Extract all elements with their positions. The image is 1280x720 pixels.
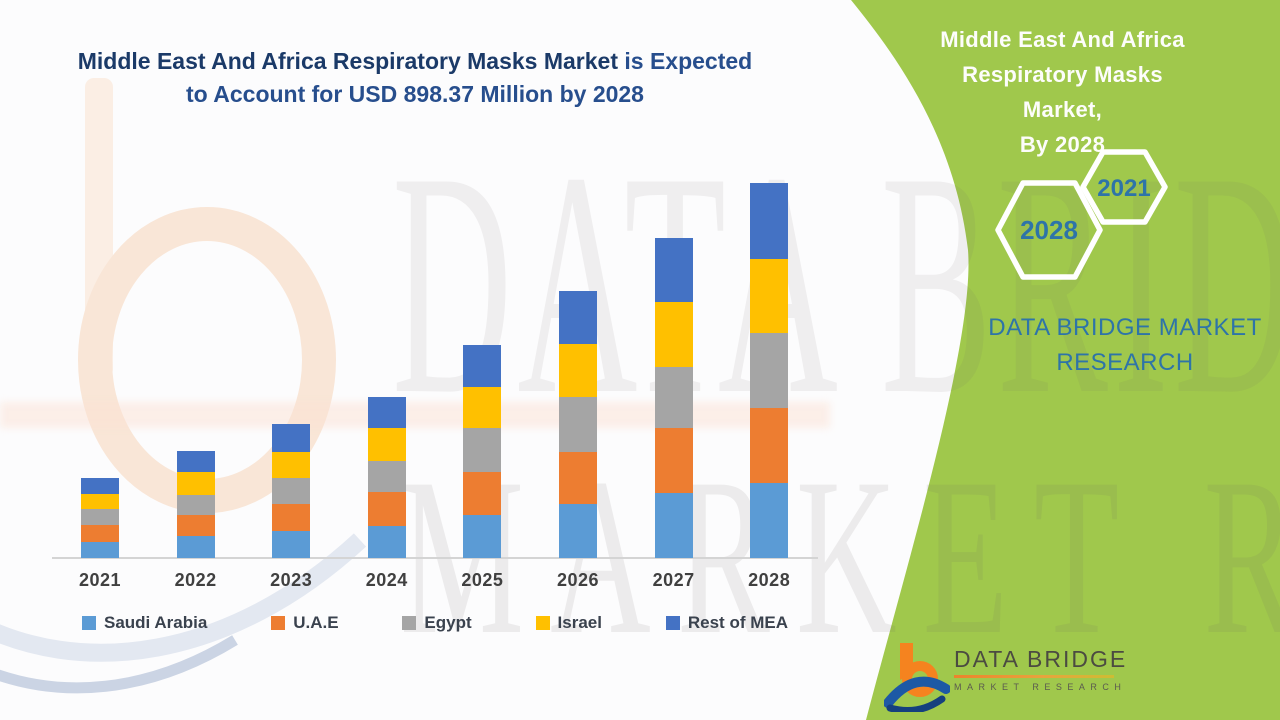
segment-egypt-2027 [654, 366, 693, 429]
segment-saudi-arabia-2027 [654, 492, 693, 558]
logo-subtitle: MARKET RESEARCH [954, 682, 1127, 692]
bar-2022 [176, 451, 215, 558]
x-axis-label-2021: 2021 [78, 570, 122, 590]
x-axis-label-2024: 2024 [365, 570, 408, 590]
segment-u-a-e-2025 [463, 471, 502, 515]
brand-wordmark-line1: DATA BRIDGE MARKET [988, 314, 1262, 341]
bar-2024 [367, 396, 406, 558]
segment-israel-2025 [463, 387, 502, 428]
segment-u-a-e-2027 [654, 428, 693, 493]
logo-underline [954, 675, 1114, 678]
side-panel-title-line3: By 2028 [1019, 132, 1106, 157]
segment-saudi-arabia-2025 [463, 514, 502, 558]
hexagon-2021 [1080, 149, 1168, 225]
heading-line1: Middle East And Africa Respiratory Masks… [55, 45, 775, 78]
segment-rest-of-mea-2024 [367, 396, 406, 429]
x-axis-label-2025: 2025 [461, 570, 504, 590]
segment-egypt-2022 [176, 494, 215, 515]
legend-swatch-saudi-arabia [82, 616, 96, 630]
segment-saudi-arabia-2022 [176, 536, 215, 558]
x-axis-label-2023: 2023 [270, 570, 313, 590]
segment-egypt-2028 [750, 332, 789, 408]
segment-egypt-2026 [559, 397, 597, 453]
segment-rest-of-mea-2021 [81, 477, 119, 495]
segment-u-a-e-2021 [81, 524, 119, 542]
x-axis-label-2022: 2022 [174, 570, 217, 590]
segment-rest-of-mea-2022 [176, 451, 215, 472]
bar-2025 [463, 344, 502, 558]
segment-israel-2023 [272, 451, 311, 479]
bar-2026 [559, 290, 597, 558]
segment-egypt-2021 [81, 508, 119, 525]
legend-item-israel: Israel [535, 613, 602, 633]
legend-item-saudi-arabia: Saudi Arabia [82, 613, 207, 633]
heading-line2: to Account for USD 898.37 Million by 202… [186, 81, 644, 107]
segment-rest-of-mea-2028 [750, 183, 789, 259]
x-axis-label-2028: 2028 [748, 570, 791, 590]
segment-israel-2022 [176, 471, 215, 495]
x-axis-line [52, 557, 818, 559]
segment-u-a-e-2023 [272, 503, 311, 532]
segment-egypt-2023 [272, 478, 311, 504]
segment-israel-2027 [654, 302, 693, 367]
segment-rest-of-mea-2026 [559, 290, 597, 345]
data-bridge-logo-icon [884, 643, 950, 712]
segment-israel-2021 [81, 494, 119, 509]
segment-israel-2024 [367, 428, 406, 462]
segment-saudi-arabia-2021 [81, 542, 119, 558]
bar-2023 [272, 423, 311, 558]
heading-line1-rest: is Expected [618, 48, 753, 74]
legend-label-egypt: Egypt [424, 613, 472, 632]
stacked-bar-chart [81, 183, 789, 558]
heading-market-name: Middle East And Africa Respiratory Masks… [77, 48, 618, 74]
hexagon-2028 [995, 180, 1103, 280]
legend-label-israel: Israel [557, 613, 602, 632]
data-bridge-logo: DATA BRIDGE MARKET RESEARCH [884, 636, 1144, 716]
legend-swatch-rest-of-mea [665, 616, 680, 630]
segment-u-a-e-2026 [559, 452, 597, 505]
logo-name: DATA BRIDGE [954, 646, 1128, 672]
segment-u-a-e-2024 [367, 491, 406, 527]
segment-u-a-e-2022 [176, 514, 215, 537]
bar-2021 [81, 477, 119, 558]
main-heading: Middle East And Africa Respiratory Masks… [55, 45, 775, 111]
x-axis-label-2027: 2027 [652, 570, 695, 590]
segment-egypt-2025 [463, 427, 502, 472]
legend-label-rest-of-mea: Rest of MEA [687, 613, 788, 632]
segment-israel-2026 [559, 344, 597, 398]
hexagon-2021-label: 2021 [1097, 175, 1150, 202]
brand-wordmark: DATA BRIDGE MARKET RESEARCH [975, 310, 1275, 380]
legend-swatch-israel [535, 616, 550, 630]
segment-saudi-arabia-2026 [559, 504, 597, 558]
side-panel-title-line1: Middle East And Africa [940, 27, 1185, 52]
legend-item-rest-of-mea: Rest of MEA [665, 613, 788, 633]
segment-saudi-arabia-2028 [750, 482, 789, 558]
side-panel-title: Middle East And Africa Respiratory Masks… [920, 22, 1205, 162]
chart-legend: Saudi Arabia U.A.E Egypt Israel Rest of MEA [82, 613, 788, 633]
legend-label-u-a-e: U.A.E [293, 613, 339, 632]
segment-rest-of-mea-2023 [272, 423, 311, 452]
legend-swatch-u-a-e [271, 616, 286, 630]
x-axis-label-2026: 2026 [556, 570, 600, 590]
legend-swatch-egypt [402, 616, 417, 630]
segment-saudi-arabia-2024 [367, 526, 406, 558]
bar-2028 [750, 183, 789, 558]
hexagon-2028-label: 2028 [1020, 215, 1078, 245]
side-panel-title-line2: Respiratory Masks Market, [962, 62, 1163, 122]
segment-rest-of-mea-2025 [463, 344, 502, 388]
segment-israel-2028 [750, 258, 789, 333]
segment-egypt-2024 [367, 461, 406, 492]
segment-rest-of-mea-2027 [654, 238, 693, 303]
hexagons-graphic: 2028 2021 [995, 149, 1168, 280]
legend-label-saudi-arabia: Saudi Arabia [104, 613, 208, 632]
bar-2027 [654, 238, 693, 558]
legend-item-u-a-e: U.A.E [271, 613, 339, 633]
brand-wordmark-line2: RESEARCH [1056, 349, 1194, 376]
legend-item-egypt: Egypt [402, 613, 472, 633]
segment-saudi-arabia-2023 [272, 531, 311, 558]
segment-u-a-e-2028 [750, 407, 789, 483]
